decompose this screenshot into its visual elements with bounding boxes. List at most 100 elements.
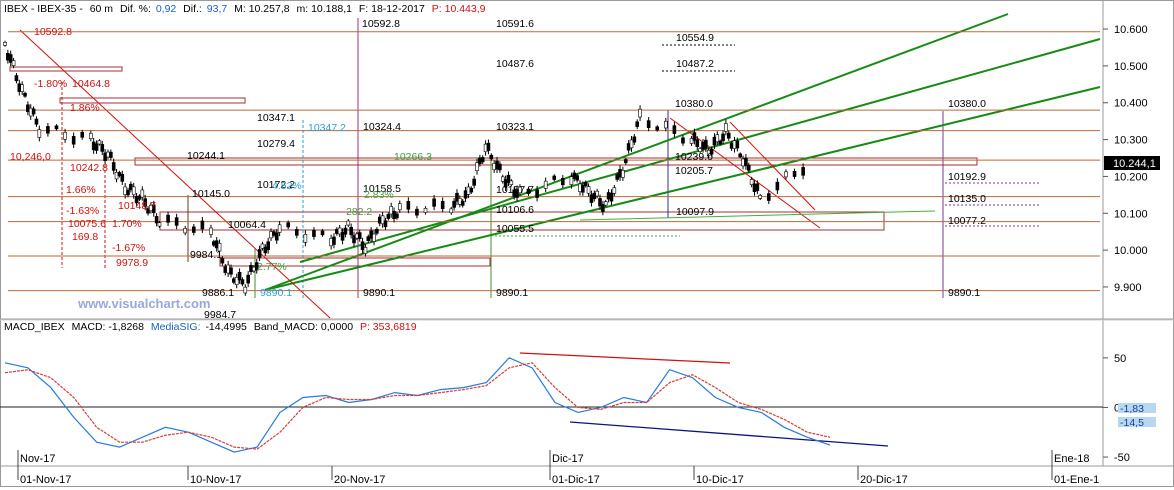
price-candle: [363, 247, 368, 254]
price-candle: [784, 171, 788, 178]
price-candle: [692, 132, 697, 141]
price-series: [3, 40, 805, 296]
price-candle: [472, 178, 476, 186]
annotation-label: 10075.6: [68, 218, 106, 230]
channel-upper-line: [264, 13, 1009, 291]
header-dif-pct-label: Dif. %:: [120, 3, 151, 15]
price-candle: [681, 137, 685, 144]
annotation-label: 10135.0: [948, 193, 986, 205]
price-candle: [440, 200, 445, 209]
price-candle: [200, 220, 205, 230]
annotation-label: 10487.6: [496, 58, 534, 70]
date-label: 01-Ene-1: [1054, 474, 1099, 486]
price-candle: [712, 136, 717, 146]
price-candle: [766, 193, 771, 201]
price-candle: [646, 120, 651, 128]
macd-tag-bg: [1118, 403, 1156, 413]
annotation-label: 2.77%: [257, 261, 287, 273]
macd-title: MACD_IBEX: [4, 321, 65, 333]
date-label: 01-Nov-17: [20, 474, 71, 486]
price-candle: [123, 186, 127, 196]
price-candle: [575, 175, 579, 181]
price-candle: [626, 143, 631, 151]
price-candle: [240, 279, 245, 285]
price-candle: [732, 140, 737, 149]
price-candle: [623, 159, 628, 164]
price-candle: [386, 214, 391, 219]
price-candle: [704, 139, 708, 149]
annotation-label: 10064.4: [228, 219, 266, 231]
price-candle: [346, 220, 351, 226]
price-candle: [11, 60, 16, 66]
price-candle: [638, 108, 642, 118]
price-candle: [192, 226, 196, 233]
annotation-label: 10145.0: [192, 188, 230, 200]
annotation-label: -1.80%: [34, 78, 67, 90]
price-candle: [698, 148, 702, 152]
price-candle: [452, 200, 456, 208]
price-candle: [598, 198, 602, 207]
price-candle: [463, 190, 468, 199]
price-candle: [792, 170, 797, 177]
price-candle: [701, 142, 705, 150]
price-candle: [120, 173, 125, 182]
header-dif: 93,7: [207, 3, 228, 15]
price-candle: [137, 195, 142, 200]
price-candle: [100, 144, 105, 152]
price-candle: [738, 153, 742, 158]
macd-tick-label: -50: [1114, 452, 1130, 464]
price-candle: [449, 208, 454, 214]
price-candle: [157, 222, 162, 227]
zone-rect: [159, 211, 885, 231]
price-candle: [383, 220, 388, 228]
price-candle: [466, 186, 471, 195]
price-candle: [80, 132, 85, 138]
price-candle: [801, 167, 805, 176]
annotation-label: 9890.1: [363, 287, 395, 299]
price-candle: [126, 189, 130, 196]
price-candle: [380, 215, 385, 225]
header-max: M: 10.257,8: [234, 3, 290, 15]
annotation-label: 10279.4: [257, 138, 295, 150]
price-candle: [535, 189, 539, 198]
price-candle: [14, 75, 19, 82]
price-candle: [237, 271, 242, 281]
watermark: www.visualchart.com: [77, 296, 210, 311]
annotation-label: 282.2: [346, 206, 372, 218]
price-candle: [111, 162, 116, 171]
macd-tag-signal: -14,5: [1120, 417, 1144, 429]
annotation-label: 10242.8: [70, 162, 108, 174]
price-candle: [143, 198, 147, 207]
price-candle: [746, 164, 751, 171]
last-price-label: 10.244,1: [1113, 158, 1156, 170]
price-tick-label: 9.900: [1114, 282, 1142, 294]
annotation-label: 9886.1: [202, 287, 234, 299]
price-candle: [337, 227, 342, 235]
price-candle: [458, 198, 462, 205]
price-candle: [629, 139, 634, 149]
annotation-label: 2.83%: [364, 189, 394, 201]
price-candle: [655, 126, 660, 131]
annotation-label: 10244.1: [187, 150, 225, 162]
price-candle: [269, 231, 273, 239]
price-candle: [552, 175, 557, 180]
date-label: 20-Dic-17: [860, 474, 908, 486]
price-candle: [715, 134, 720, 143]
price-tick-label: 10.000: [1114, 245, 1148, 257]
price-candle: [460, 200, 465, 206]
annotation-label: 10323.1: [496, 121, 534, 133]
price-header: IBEX - IBEX-35 - 60 m Dif. %: 0,92 Dif.:…: [4, 3, 486, 15]
price-candle: [272, 231, 276, 236]
price-candle: [632, 136, 637, 143]
price-candle: [506, 174, 511, 183]
price-axis: 10.600 10.500 10.400 10.300 10.200 10.100 10.0…: [1103, 24, 1148, 294]
price-candle: [286, 222, 291, 228]
annotation-label: 9890.1: [260, 287, 292, 299]
price-candle: [612, 187, 617, 194]
price-candle: [263, 246, 268, 254]
annotation-label: 9984.1: [190, 249, 222, 261]
annotation-label: 10097.9: [676, 206, 714, 218]
price-candle: [415, 208, 419, 216]
price-candle: [151, 204, 156, 214]
